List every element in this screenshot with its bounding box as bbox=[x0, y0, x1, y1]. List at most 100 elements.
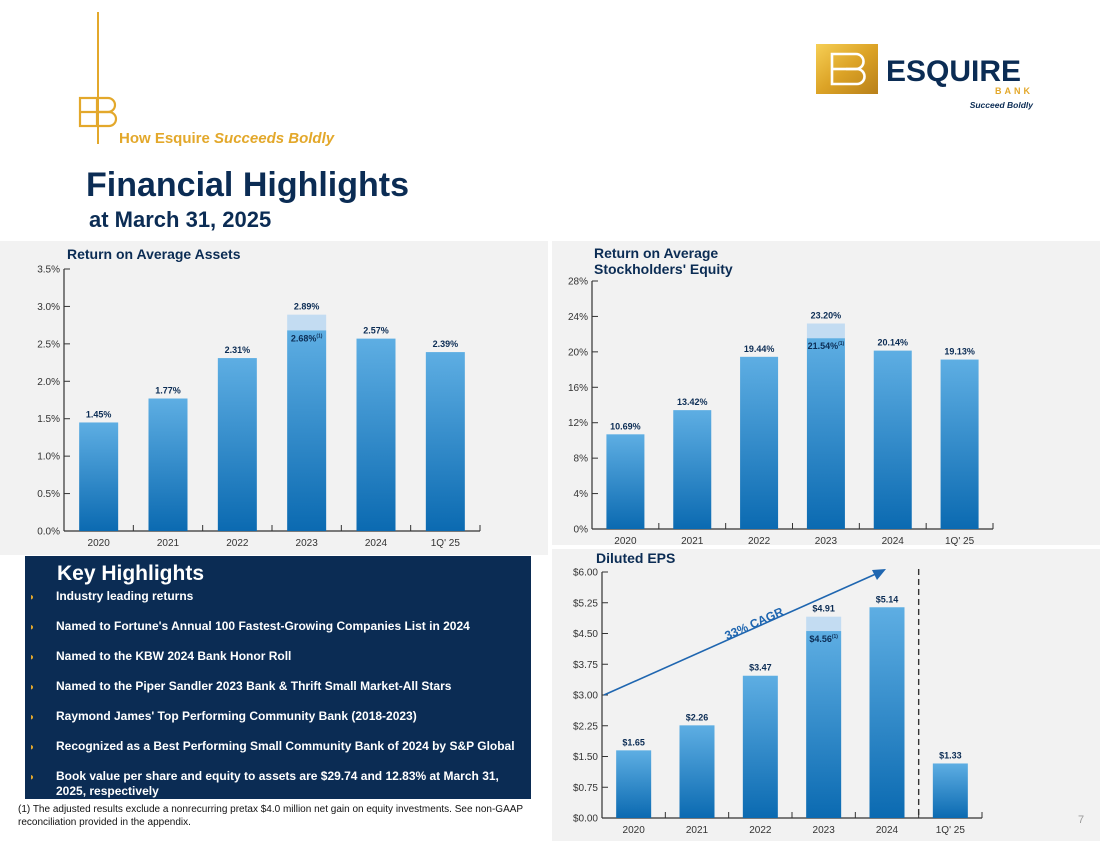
bar bbox=[356, 338, 396, 531]
bar-value-label: 20.14% bbox=[877, 338, 908, 348]
y-tick-label: 3.5% bbox=[37, 265, 60, 276]
x-tick-label: 2022 bbox=[748, 536, 771, 547]
y-tick-label: $5.25 bbox=[573, 598, 598, 609]
x-tick-label: 2024 bbox=[882, 536, 905, 547]
x-tick-label: 2023 bbox=[813, 825, 836, 836]
x-tick-label: 1Q' 25 bbox=[431, 538, 461, 549]
bullet-icon: ◗ bbox=[29, 652, 36, 663]
bar-nonrecurring-segment bbox=[806, 616, 842, 632]
bar-nonrecurring-segment bbox=[806, 323, 845, 339]
y-tick-label: $1.50 bbox=[573, 752, 598, 763]
footnote: (1) The adjusted results exclude a nonre… bbox=[18, 804, 523, 828]
page-number: 7 bbox=[1078, 814, 1085, 826]
bullet-icon: ◗ bbox=[29, 682, 36, 693]
bar bbox=[873, 350, 912, 529]
y-tick-label: 20% bbox=[568, 347, 588, 358]
bar bbox=[940, 359, 979, 529]
chart-title: Stockholders' Equity bbox=[594, 261, 733, 277]
bar bbox=[425, 352, 465, 531]
bar-adjusted-label: 21.54%(1) bbox=[808, 341, 845, 351]
x-tick-label: 2023 bbox=[815, 536, 838, 547]
y-tick-label: 12% bbox=[568, 418, 588, 429]
y-tick-label: 4% bbox=[574, 489, 589, 500]
x-tick-label: 2024 bbox=[876, 825, 899, 836]
bar bbox=[148, 398, 188, 531]
x-tick-label: 1Q' 25 bbox=[945, 536, 975, 547]
y-tick-label: 0.5% bbox=[37, 489, 60, 500]
key-highlights-panel bbox=[25, 556, 531, 799]
logo-brand: ESQUIRE bbox=[886, 55, 1021, 88]
bar bbox=[679, 725, 715, 818]
bar bbox=[740, 356, 779, 529]
y-tick-label: 8% bbox=[574, 454, 589, 465]
page-subtitle: at March 31, 2025 bbox=[89, 207, 272, 232]
footnote-mark: (1) bbox=[838, 341, 844, 347]
bar-value-label: 19.13% bbox=[944, 347, 975, 357]
bar-value-label: 10.69% bbox=[610, 421, 641, 431]
header-gold-rule bbox=[97, 12, 99, 144]
key-highlight-text: Industry leading returns bbox=[56, 589, 194, 603]
y-tick-label: 0.0% bbox=[37, 527, 60, 538]
bar-value-label: 2.57% bbox=[363, 326, 389, 336]
esquire-bank-logo: ESQUIRE BANK Succeed Boldly bbox=[816, 44, 1035, 110]
bar-adjusted-label: 2.68%(1) bbox=[291, 333, 323, 343]
bar bbox=[932, 763, 968, 818]
logo-slogan: Succeed Boldly bbox=[970, 100, 1035, 110]
y-tick-label: 3.0% bbox=[37, 302, 60, 313]
bar-value-label: 2.39% bbox=[433, 339, 459, 349]
bar-value-label: 2.31% bbox=[225, 345, 251, 355]
bar-value-label: $2.26 bbox=[686, 712, 709, 722]
bullet-icon: ◗ bbox=[29, 772, 36, 783]
bar bbox=[806, 338, 845, 529]
key-highlight-text: Raymond James' Top Performing Community … bbox=[56, 709, 417, 723]
x-tick-label: 2021 bbox=[686, 825, 709, 836]
tagline-emphasis: Succeeds Boldly bbox=[214, 130, 335, 147]
y-tick-label: 16% bbox=[568, 383, 588, 394]
x-tick-label: 1Q' 25 bbox=[936, 825, 966, 836]
y-tick-label: $2.25 bbox=[573, 721, 598, 732]
bar-value-label: 19.44% bbox=[744, 344, 775, 354]
bar bbox=[869, 607, 905, 818]
chart-title: Return on Average bbox=[594, 245, 718, 261]
tagline: How Esquire Succeeds Boldly bbox=[119, 130, 334, 147]
key-highlight-text: Named to the KBW 2024 Bank Honor Roll bbox=[56, 649, 292, 663]
chart-title: Return on Average Assets bbox=[67, 246, 241, 262]
bar-value-label: 13.42% bbox=[677, 397, 708, 407]
key-highlight-text: Recognized as a Best Performing Small Co… bbox=[56, 739, 515, 753]
bar-value-label: 23.20% bbox=[811, 311, 842, 321]
cagr-annotation: 33% CAGR bbox=[723, 604, 786, 642]
page-title: Financial Highlights bbox=[86, 166, 410, 204]
chart-title: Diluted EPS bbox=[596, 550, 675, 566]
bullet-icon: ◗ bbox=[29, 622, 36, 633]
y-tick-label: $0.75 bbox=[573, 783, 598, 794]
bar-value-label: 2.89% bbox=[294, 302, 320, 312]
x-tick-label: 2020 bbox=[88, 538, 111, 549]
y-tick-label: 1.5% bbox=[37, 414, 60, 425]
bar bbox=[79, 422, 119, 531]
eps-chart: Diluted EPS $0.00 $0.75 $1.50 $2.25 $3.00 $3.7… bbox=[573, 550, 983, 836]
cagr-arrow-line bbox=[603, 572, 879, 696]
bar-nonrecurring-segment bbox=[287, 314, 327, 331]
y-tick-label: 0% bbox=[574, 525, 589, 536]
bar bbox=[673, 410, 712, 529]
eb-monogram-icon bbox=[78, 96, 118, 128]
x-tick-label: 2022 bbox=[226, 538, 249, 549]
y-tick-label: $3.00 bbox=[573, 691, 598, 702]
x-tick-label: 2023 bbox=[296, 538, 319, 549]
bar-value-label: $1.33 bbox=[939, 750, 962, 760]
x-tick-label: 2024 bbox=[365, 538, 388, 549]
bar-value-label: $5.14 bbox=[876, 594, 899, 604]
key-highlight-text: Book value per share and equity to asset… bbox=[56, 769, 499, 798]
cagr-arrow-head-icon bbox=[872, 569, 886, 580]
bar-value-label: $3.47 bbox=[749, 663, 772, 673]
footnote-mark: (1) bbox=[316, 333, 322, 339]
key-highlights-title: Key Highlights bbox=[57, 562, 205, 585]
bar-value-label: 1.77% bbox=[155, 386, 181, 396]
bar bbox=[287, 330, 327, 531]
x-tick-label: 2020 bbox=[623, 825, 646, 836]
bar-value-label: $1.65 bbox=[622, 737, 645, 747]
key-highlight-text: Named to Fortune's Annual 100 Fastest-Gr… bbox=[56, 619, 470, 633]
bullet-icon: ◗ bbox=[29, 712, 36, 723]
y-tick-label: $4.50 bbox=[573, 629, 598, 640]
